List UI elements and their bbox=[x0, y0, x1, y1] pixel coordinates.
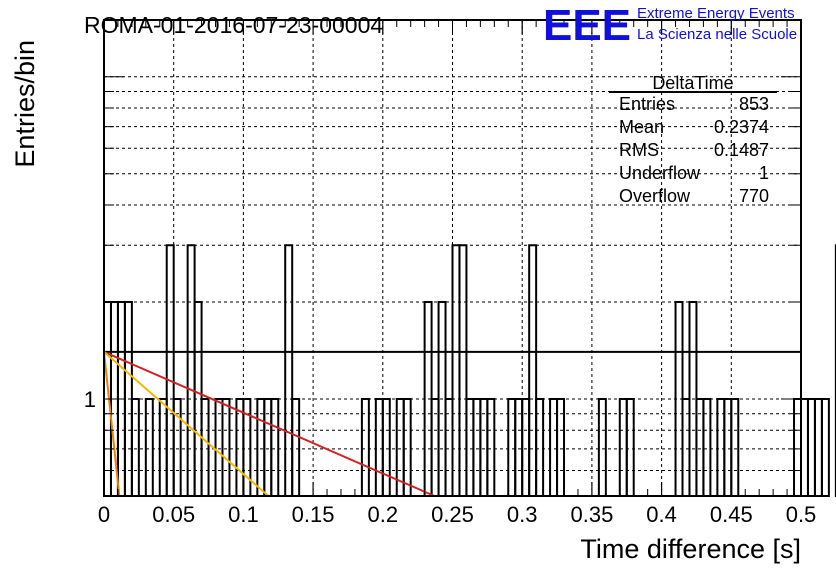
histogram-bar bbox=[284, 244, 294, 497]
stats-row-value: 0.2374 bbox=[714, 117, 769, 137]
x-tick-label: 0.15 bbox=[292, 502, 335, 527]
histogram-bar bbox=[820, 397, 830, 497]
histogram-bar bbox=[186, 244, 196, 497]
stats-row-value: 1 bbox=[759, 163, 769, 183]
histogram-bar bbox=[806, 397, 816, 497]
eee-logo-line1: Extreme Energy Events bbox=[637, 5, 795, 22]
eee-logo-mark: EEE bbox=[543, 1, 631, 50]
stats-row-label: RMS bbox=[619, 140, 659, 160]
fit-line bbox=[103, 351, 270, 497]
fit-line bbox=[103, 350, 435, 497]
histogram-bar bbox=[451, 244, 461, 497]
stats-row-value: 853 bbox=[739, 94, 769, 114]
x-tick-label: 0.5 bbox=[786, 502, 817, 527]
x-tick-label: 0.3 bbox=[507, 502, 538, 527]
x-tick-label: 0.35 bbox=[570, 502, 613, 527]
histogram-bar bbox=[800, 397, 809, 497]
x-tick-label: 0.45 bbox=[710, 502, 753, 527]
y-tick-labels: 1 bbox=[84, 387, 96, 412]
x-tick-label: 0.05 bbox=[152, 502, 195, 527]
eee-logo: EEE Extreme Energy Events La Scienza nel… bbox=[543, 1, 797, 50]
x-tick-label: 0 bbox=[98, 502, 110, 527]
stats-row-label: Mean bbox=[619, 117, 664, 137]
x-tick-label: 0.1 bbox=[228, 502, 259, 527]
stats-row-value: 0.1487 bbox=[714, 140, 769, 160]
x-tick-label: 0.2 bbox=[368, 502, 399, 527]
x-tick-label: 0.25 bbox=[431, 502, 474, 527]
y-axis-label: Entries/bin bbox=[10, 40, 40, 168]
stats-row-value: 770 bbox=[739, 186, 769, 206]
histogram-bar bbox=[165, 244, 175, 497]
fit-line bbox=[103, 351, 121, 497]
x-tick-label: 0.4 bbox=[646, 502, 677, 527]
histogram-bars bbox=[103, 244, 836, 497]
stats-row-label: Underflow bbox=[619, 163, 701, 183]
chart-title: ROMA-01-2016-07-23-00004 bbox=[84, 12, 383, 38]
stats-row-label: Entries bbox=[619, 94, 675, 114]
stats-box: DeltaTime Entries 853 Mean 0.2374 RMS 0.1487 U… bbox=[609, 73, 777, 206]
x-tick-labels: 0 0.05 0.1 0.15 0.2 0.25 0.3 0.35 0.4 0.45 0.5 bbox=[98, 502, 816, 527]
eee-logo-line2: La Scienza nelle Scuole bbox=[637, 26, 797, 43]
axis-ticks bbox=[103, 20, 802, 496]
histogram-bar bbox=[528, 244, 538, 497]
fit-lines bbox=[103, 350, 801, 497]
stats-box-title: DeltaTime bbox=[652, 73, 733, 93]
grid-lines bbox=[104, 20, 801, 496]
plot-frame bbox=[103, 19, 802, 497]
stats-row-label: Overflow bbox=[619, 186, 691, 206]
x-axis-label: Time difference [s] bbox=[580, 534, 801, 564]
histogram-bar bbox=[458, 244, 468, 497]
y-tick-label: 1 bbox=[84, 387, 96, 412]
histogram-bar bbox=[813, 397, 823, 497]
